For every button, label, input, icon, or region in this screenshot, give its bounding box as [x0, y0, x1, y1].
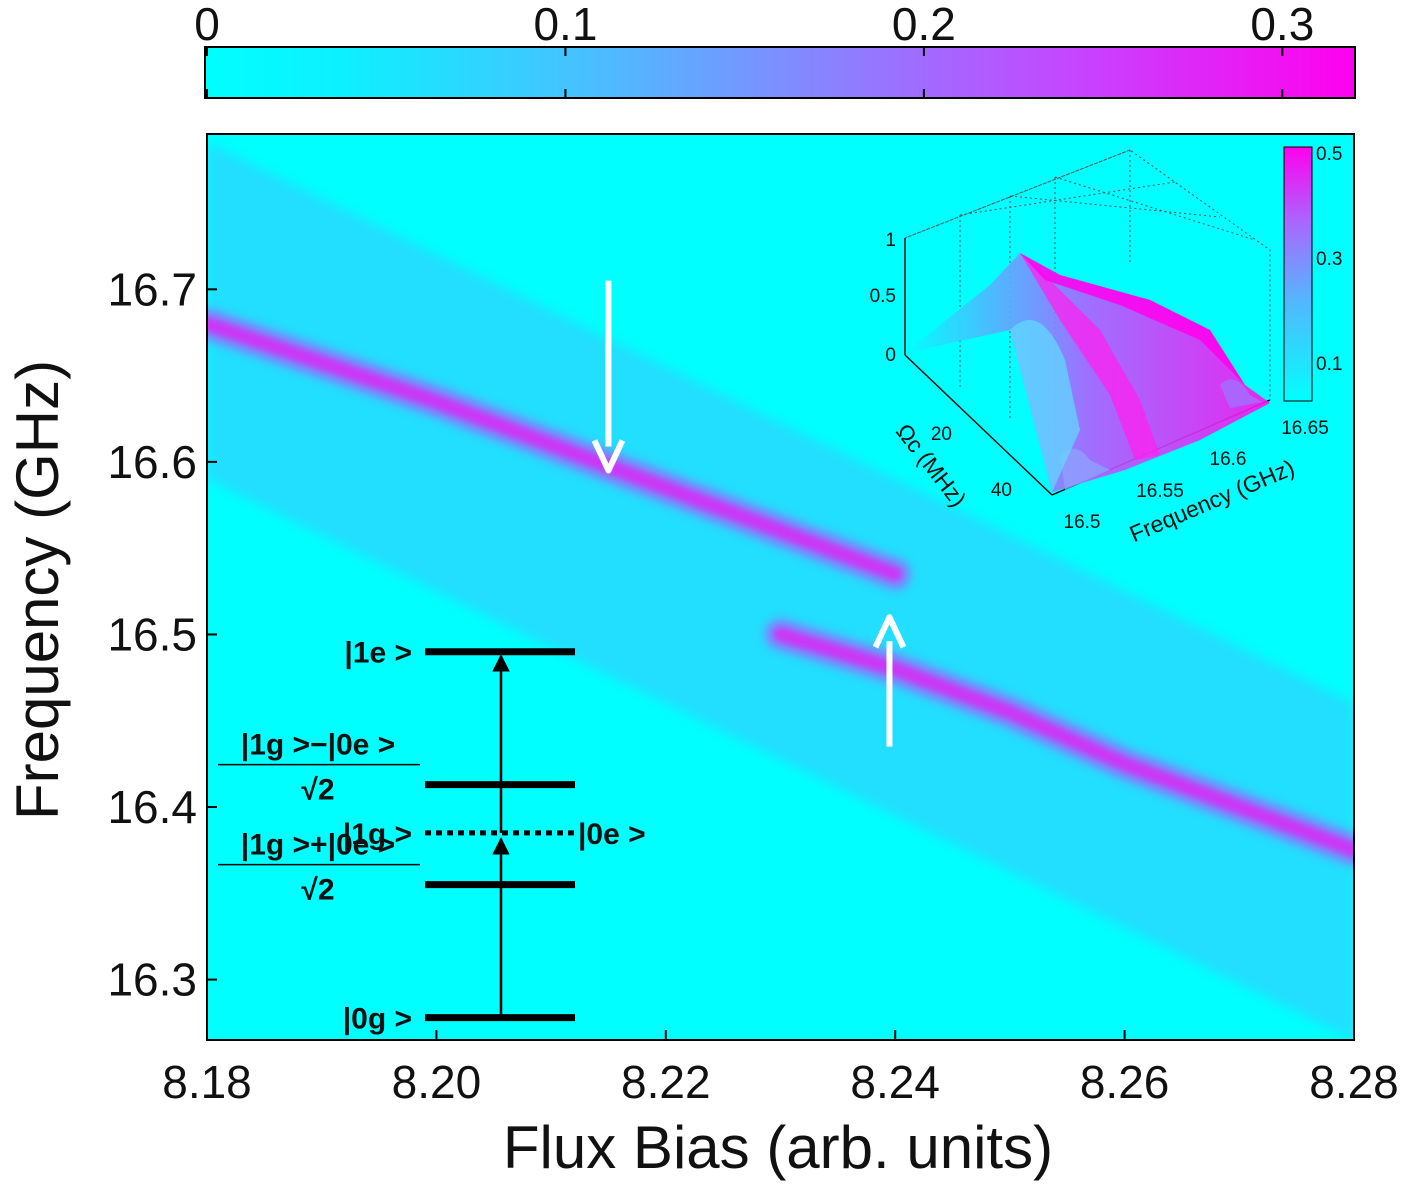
plot-area: |1e > |1g >−|0e > √2 |1g > |0e > |1g >+|0e > √… — [206, 133, 1355, 1041]
x-tick-label: 8.26 — [1080, 1056, 1170, 1108]
y-tick-label: 16.6 — [107, 436, 197, 488]
x-tick-label: 8.22 — [621, 1056, 711, 1108]
y-axis-title: Frequency (GHz) — [4, 360, 71, 820]
x-tick-label: 8.18 — [162, 1056, 252, 1108]
energy-level-label: |1g > — [343, 818, 412, 851]
colorbar-tick-label: 0.2 — [892, 0, 956, 50]
arrow-head — [872, 614, 907, 649]
plot-frame — [206, 133, 1355, 1041]
energy-level-label: |1g >+|0e > — [241, 829, 395, 862]
inset-z-tick-label: 0.5 — [870, 286, 896, 307]
inset-freq-tick-label: 16.65 — [1281, 418, 1329, 439]
y-tick-label: 16.7 — [107, 263, 197, 315]
ridge-line — [772, 626, 1354, 859]
x-tick-label: 8.24 — [850, 1056, 940, 1108]
energy-level-label: |0g > — [343, 1003, 412, 1036]
arrows — [591, 280, 907, 747]
inset-colorbar-tick-label: 0.3 — [1316, 249, 1342, 270]
energy-level-label: |1e > — [344, 637, 412, 670]
signal-band — [207, 142, 1354, 1040]
colorbar: 0 0.1 0.2 0.3 — [194, 0, 1356, 99]
y-axis-ticks: 16.3 16.4 16.5 16.6 16.7 — [107, 263, 217, 1006]
inset-surface — [905, 253, 1270, 492]
colorbar-tick-label: 0 — [194, 0, 220, 50]
inset-colorbar-tick-label: 0.5 — [1316, 144, 1342, 165]
energy-level-label: √2 — [301, 774, 334, 807]
inset-freq-tick-label: 16.55 — [1136, 481, 1184, 502]
energy-level-label: √2 — [301, 874, 334, 907]
energy-level-diagram: |1e > |1g >−|0e > √2 |1g > |0e > |1g >+|0e > √… — [218, 637, 646, 1036]
colorbar-tick-label: 0.1 — [533, 0, 597, 50]
y-tick-label: 16.5 — [107, 608, 197, 660]
colorbar-ticks: 0 0.1 0.2 0.3 — [194, 0, 1314, 98]
inset-freq-tick-label: 16.5 — [1064, 512, 1101, 533]
colorbar-gradient — [204, 46, 1356, 99]
inset-omega-tick-label: 20 — [931, 424, 952, 445]
y-tick-label: 16.4 — [107, 781, 197, 833]
energy-level-label: |0e > — [578, 818, 646, 851]
y-tick-label: 16.3 — [107, 954, 197, 1006]
x-axis-ticks: 8.18 8.20 8.22 8.24 8.26 8.28 — [162, 1030, 1399, 1108]
inset-freq-tick-label: 16.6 — [1210, 449, 1247, 470]
energy-level-label: |1g >−|0e > — [241, 729, 395, 762]
x-axis-title: Flux Bias (arb. units) — [503, 1114, 1053, 1181]
x-tick-label: 8.20 — [392, 1056, 482, 1108]
inset-colorbar — [1283, 146, 1313, 402]
ridges — [207, 306, 1354, 868]
inset-z-tick-label: 0 — [885, 345, 896, 366]
inset-z-tick-label: 1 — [885, 230, 896, 251]
colorbar-tick-label: 0.3 — [1250, 0, 1314, 50]
x-tick-label: 8.28 — [1309, 1056, 1399, 1108]
ridge-line — [207, 315, 904, 583]
inset-omega-tick-label: 40 — [991, 480, 1012, 501]
arrow-head — [591, 439, 626, 474]
inset-colorbar-tick-label: 0.1 — [1316, 354, 1342, 375]
